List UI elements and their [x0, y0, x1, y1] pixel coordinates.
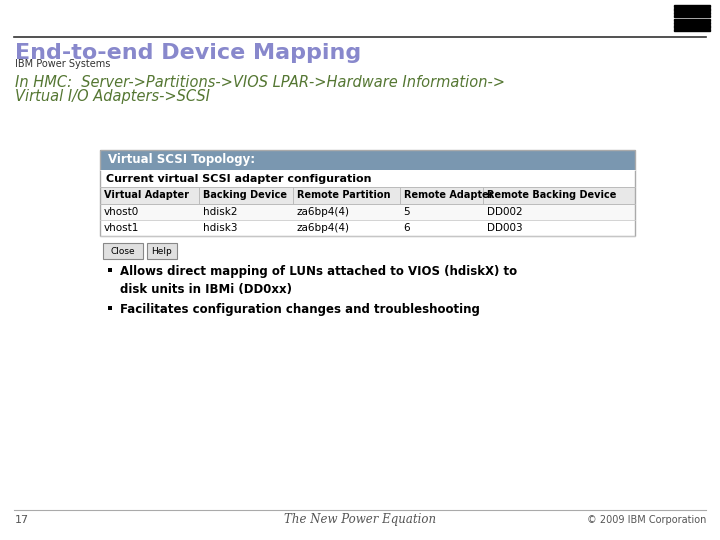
- Bar: [674, 29, 710, 31]
- Bar: [108, 306, 112, 310]
- Text: Virtual Adapter: Virtual Adapter: [104, 191, 189, 200]
- Bar: [674, 18, 710, 21]
- Text: DD003: DD003: [487, 223, 522, 233]
- Text: Current virtual SCSI adapter configuration: Current virtual SCSI adapter configurati…: [106, 173, 372, 184]
- Text: DD002: DD002: [487, 207, 522, 217]
- Text: Remote Partition: Remote Partition: [297, 191, 390, 200]
- FancyBboxPatch shape: [147, 243, 177, 259]
- Bar: [100, 150, 635, 170]
- Text: vhost1: vhost1: [104, 223, 140, 233]
- Text: Allows direct mapping of LUNs attached to VIOS (hdiskX) to
disk units in IBMi (D: Allows direct mapping of LUNs attached t…: [120, 265, 517, 296]
- Text: End-to-end Device Mapping: End-to-end Device Mapping: [15, 43, 361, 63]
- Bar: [100, 220, 635, 236]
- Bar: [674, 25, 710, 28]
- Text: 17: 17: [15, 515, 29, 525]
- Text: Remote Backing Device: Remote Backing Device: [487, 191, 616, 200]
- Bar: [100, 150, 635, 236]
- Text: za6bp4(4): za6bp4(4): [297, 223, 350, 233]
- Bar: [674, 22, 710, 24]
- Text: vhost0: vhost0: [104, 207, 139, 217]
- FancyBboxPatch shape: [103, 243, 143, 259]
- Text: In HMC:  Server->Partitions->VIOS LPAR->Hardware Information->: In HMC: Server->Partitions->VIOS LPAR->H…: [15, 75, 505, 90]
- Text: © 2009 IBM Corporation: © 2009 IBM Corporation: [587, 515, 706, 525]
- Text: 6: 6: [404, 223, 410, 233]
- Bar: [674, 15, 710, 17]
- Bar: [674, 9, 710, 11]
- Text: Close: Close: [111, 246, 135, 255]
- Bar: [108, 268, 112, 272]
- Text: Virtual I/O Adapters->SCSI: Virtual I/O Adapters->SCSI: [15, 89, 210, 104]
- Text: hdisk3: hdisk3: [203, 223, 238, 233]
- Text: hdisk2: hdisk2: [203, 207, 238, 217]
- Bar: [100, 187, 635, 204]
- Text: 5: 5: [404, 207, 410, 217]
- Text: Facilitates configuration changes and troubleshooting: Facilitates configuration changes and tr…: [120, 303, 480, 316]
- Text: The New Power Equation: The New Power Equation: [284, 514, 436, 526]
- Bar: [100, 170, 635, 187]
- Bar: [674, 5, 710, 7]
- Bar: [674, 12, 710, 14]
- Text: Remote Adapter: Remote Adapter: [404, 191, 493, 200]
- Text: Help: Help: [152, 246, 172, 255]
- Text: IBM Power Systems: IBM Power Systems: [15, 59, 110, 69]
- Bar: [100, 204, 635, 220]
- Text: Virtual SCSI Topology:: Virtual SCSI Topology:: [108, 153, 255, 166]
- Text: Backing Device: Backing Device: [203, 191, 287, 200]
- Text: za6bp4(4): za6bp4(4): [297, 207, 350, 217]
